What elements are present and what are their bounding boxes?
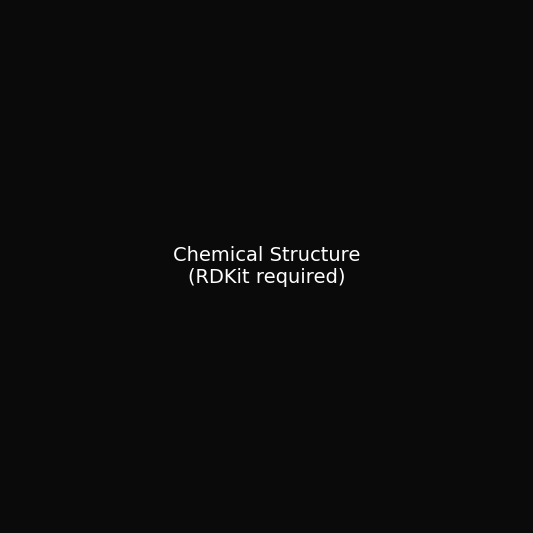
Text: Chemical Structure
(RDKit required): Chemical Structure (RDKit required) [173, 246, 360, 287]
